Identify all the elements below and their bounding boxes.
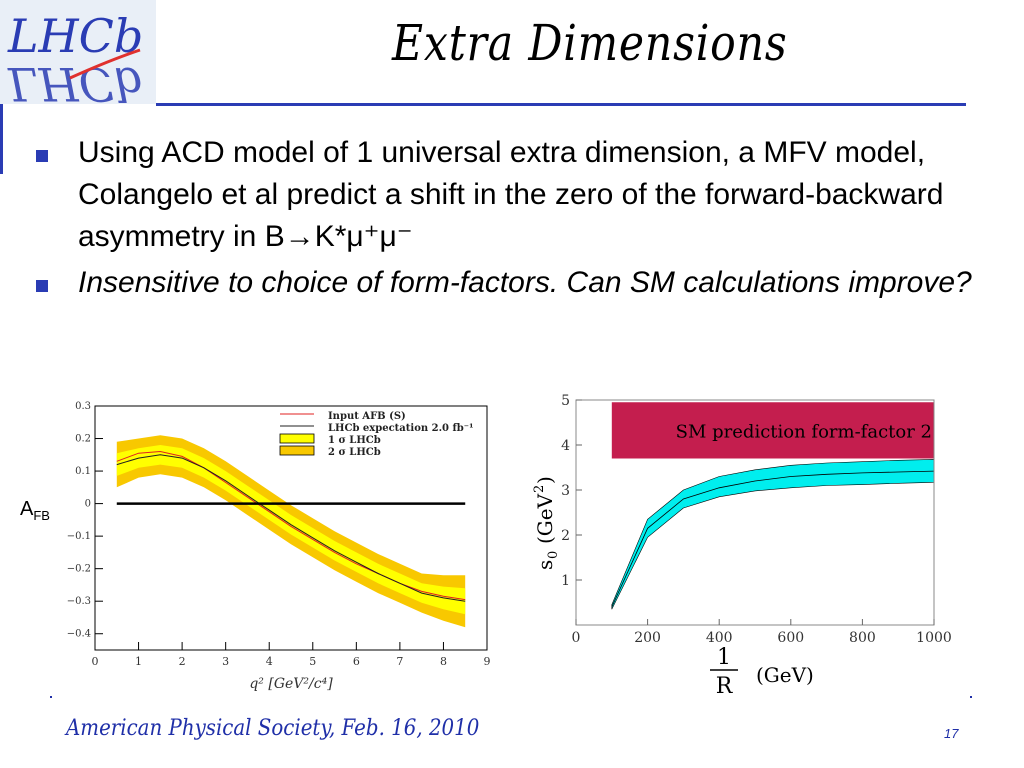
y-tick-label: 0 — [85, 499, 91, 510]
x-tick-label: 6 — [353, 655, 360, 668]
bullet-text: Insensitive to choice of form-factors. C… — [78, 266, 972, 299]
x-tick-label: 800 — [849, 630, 876, 646]
x-tick-label: 8 — [440, 655, 447, 668]
y-tick-label: 0.1 — [75, 466, 91, 477]
title-rule — [156, 103, 966, 106]
x-tick-label: 0 — [572, 630, 581, 646]
y-axis-label-unit: (GeV — [533, 493, 557, 544]
y-tick-label: −0.4 — [67, 629, 91, 640]
y-tick-label: 5 — [561, 393, 570, 409]
svg-text:LHCb: LHCb — [7, 57, 143, 104]
legend-label: Input AFB (S) — [328, 411, 406, 422]
y-tick-label: 3 — [561, 483, 570, 499]
y-tick-label: 2 — [561, 528, 570, 544]
y-tick-label: 4 — [561, 438, 570, 454]
svg-text:LHCb: LHCb — [7, 9, 143, 63]
afb-base: A — [20, 498, 34, 520]
x-tick-label: 3 — [222, 655, 229, 668]
x-tick-label: 200 — [634, 630, 661, 646]
legend-label: LHCb expectation 2.0 fb⁻¹ — [328, 423, 473, 434]
x-tick-label: 1 — [135, 655, 142, 668]
band-1sigma — [116, 445, 466, 615]
annotation-label: SM prediction form-factor 2 — [676, 421, 932, 442]
bullet-list: Using ACD model of 1 universal extra dim… — [36, 132, 1016, 304]
y-axis-label-sym: s — [533, 560, 557, 570]
y-axis-label-sup: 2 — [532, 485, 547, 493]
y-tick-label: −0.1 — [67, 531, 91, 542]
afb-chart: 0 1 2 3 4 5 6 7 8 9 0.3 0.2 0.1 0 −0.1 −0.2 −0.3 −0.4 Inpu… — [67, 401, 491, 692]
x-axis-label-denominator: R — [716, 674, 734, 699]
x-tick-label: 1000 — [916, 630, 952, 646]
y-axis-label-sub: 0 — [546, 551, 561, 559]
series-line-input-afb — [116, 450, 466, 601]
x-tick-label: 2 — [179, 655, 186, 668]
y-axis-label-group: s0 (GeV2) — [532, 476, 561, 570]
legend-label: 2 σ LHCb — [328, 447, 381, 458]
afb-sub: FB — [33, 508, 50, 523]
y-tick-label: 0.2 — [75, 434, 91, 445]
footer-text: American Physical Society, Feb. 16, 2010 — [66, 716, 480, 741]
s0-chart: SM prediction form-factor 2 0 200 400 600 800… — [532, 393, 952, 699]
x-axis-label-numerator: 1 — [717, 645, 731, 670]
sm-prediction-band — [611, 402, 934, 459]
plot-frame — [94, 405, 488, 651]
left-accent-bar — [0, 104, 3, 174]
lhcb-logo: LHCb LHCb — [0, 0, 156, 104]
x-tick-label: 600 — [777, 630, 804, 646]
x-tick-label: 5 — [309, 655, 316, 668]
y-tick-label: −0.3 — [67, 596, 91, 607]
footer-dot — [50, 696, 52, 698]
bullet-item: Using ACD model of 1 universal extra dim… — [36, 132, 1016, 258]
s0-band — [611, 459, 935, 610]
x-tick-label: 400 — [706, 630, 733, 646]
x-axis-label: q² [GeV²/c⁴] — [249, 676, 333, 692]
y-tick-label: −0.2 — [67, 564, 91, 575]
page-number: 17 — [944, 726, 959, 741]
legend-swatch — [279, 445, 315, 456]
x-tick-label: 0 — [92, 655, 99, 668]
x-tick-label: 7 — [396, 655, 403, 668]
plot-frame — [575, 399, 935, 626]
bullet-square-icon — [36, 280, 48, 292]
series-line-lhcb-expectation — [116, 454, 466, 602]
legend-label: 1 σ LHCb — [328, 435, 381, 446]
y-tick-label: 1 — [561, 573, 570, 589]
x-tick-label: 4 — [266, 655, 273, 668]
footer-dot — [970, 696, 972, 698]
bullet-item: Insensitive to choice of form-factors. C… — [36, 262, 1016, 304]
x-axis-label-unit: (GeV) — [756, 663, 814, 687]
afb-axis-label: AFB — [20, 498, 50, 523]
bullet-square-icon — [36, 150, 48, 162]
s0-central-line — [611, 470, 935, 608]
legend-swatch — [279, 433, 315, 444]
bullet-text: Using ACD model of 1 universal extra dim… — [78, 136, 944, 253]
x-tick-label: 9 — [484, 655, 491, 668]
y-axis-label-close: ) — [533, 476, 557, 484]
y-tick-label: 0.3 — [75, 401, 91, 412]
slide-title: Extra Dimensions — [392, 14, 788, 72]
